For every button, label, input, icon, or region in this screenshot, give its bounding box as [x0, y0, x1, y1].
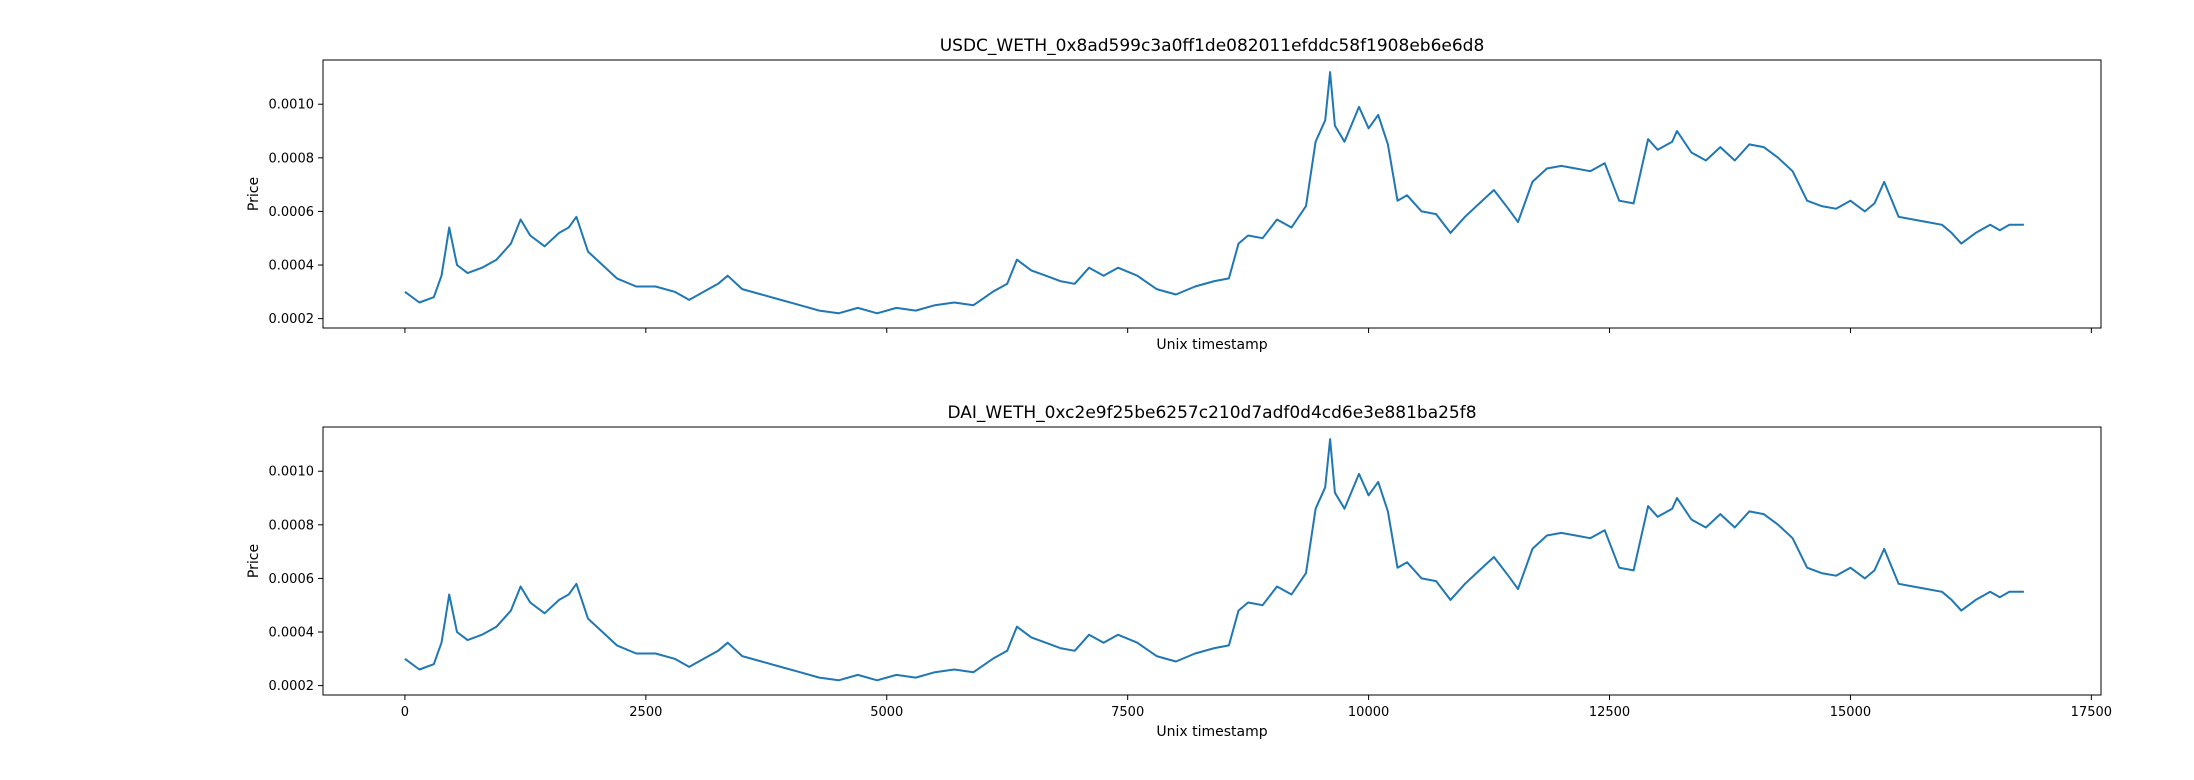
subplot-title: DAI_WETH_0xc2e9f25be6257c210d7adf0d4cd6e…: [947, 403, 1476, 423]
x-tick-label: 10000: [1348, 705, 1389, 720]
tick-layer: 0.0002 0.0004 0.0006 0.0008 0.0010 0 2500 5000 7…: [269, 465, 2113, 720]
price-series-line: [404, 71, 2024, 315]
x-tick-label: 7500: [1111, 705, 1144, 720]
plot-frame: [322, 426, 2102, 696]
y-tick-label: 0.0006: [269, 205, 315, 220]
y-tick-label: 0.0010: [269, 465, 315, 480]
x-tick-label: 5000: [870, 705, 903, 720]
x-tick-label: 17500: [2071, 705, 2112, 720]
y-tick-label: 0.0004: [269, 626, 315, 641]
y-tick-label: 0.0002: [269, 312, 315, 327]
y-tick-label: 0.0006: [269, 572, 315, 587]
subplot-usdc-weth: USDC_WETH_0x8ad599c3a0ff1de082011efddc58…: [246, 36, 2102, 353]
series-line-layer: [404, 438, 2024, 682]
y-tick-label: 0.0002: [269, 679, 315, 694]
plot-frame: [322, 59, 2102, 329]
y-tick-label: 0.0008: [269, 151, 315, 166]
y-axis-label: Price: [246, 177, 262, 211]
tick-layer: 0.0002 0.0004 0.0006 0.0008 0.0010: [269, 98, 2092, 333]
x-axis-label: Unix timestamp: [1156, 337, 1267, 353]
y-tick-label: 0.0010: [269, 98, 315, 113]
x-tick-label: 15000: [1830, 705, 1871, 720]
y-tick-label: 0.0008: [269, 518, 315, 533]
x-axis-label: Unix timestamp: [1156, 724, 1267, 740]
subplot-title: USDC_WETH_0x8ad599c3a0ff1de082011efddc58…: [940, 36, 1485, 56]
y-tick-label: 0.0004: [269, 259, 315, 274]
subplot-dai-weth: DAI_WETH_0xc2e9f25be6257c210d7adf0d4cd6e…: [246, 403, 2112, 740]
x-tick-label: 2500: [629, 705, 662, 720]
price-series-line: [404, 438, 2024, 682]
x-tick-label: 12500: [1589, 705, 1630, 720]
series-line-layer: [404, 71, 2024, 315]
x-tick-label: 0: [401, 705, 409, 720]
y-axis-label: Price: [246, 544, 262, 578]
